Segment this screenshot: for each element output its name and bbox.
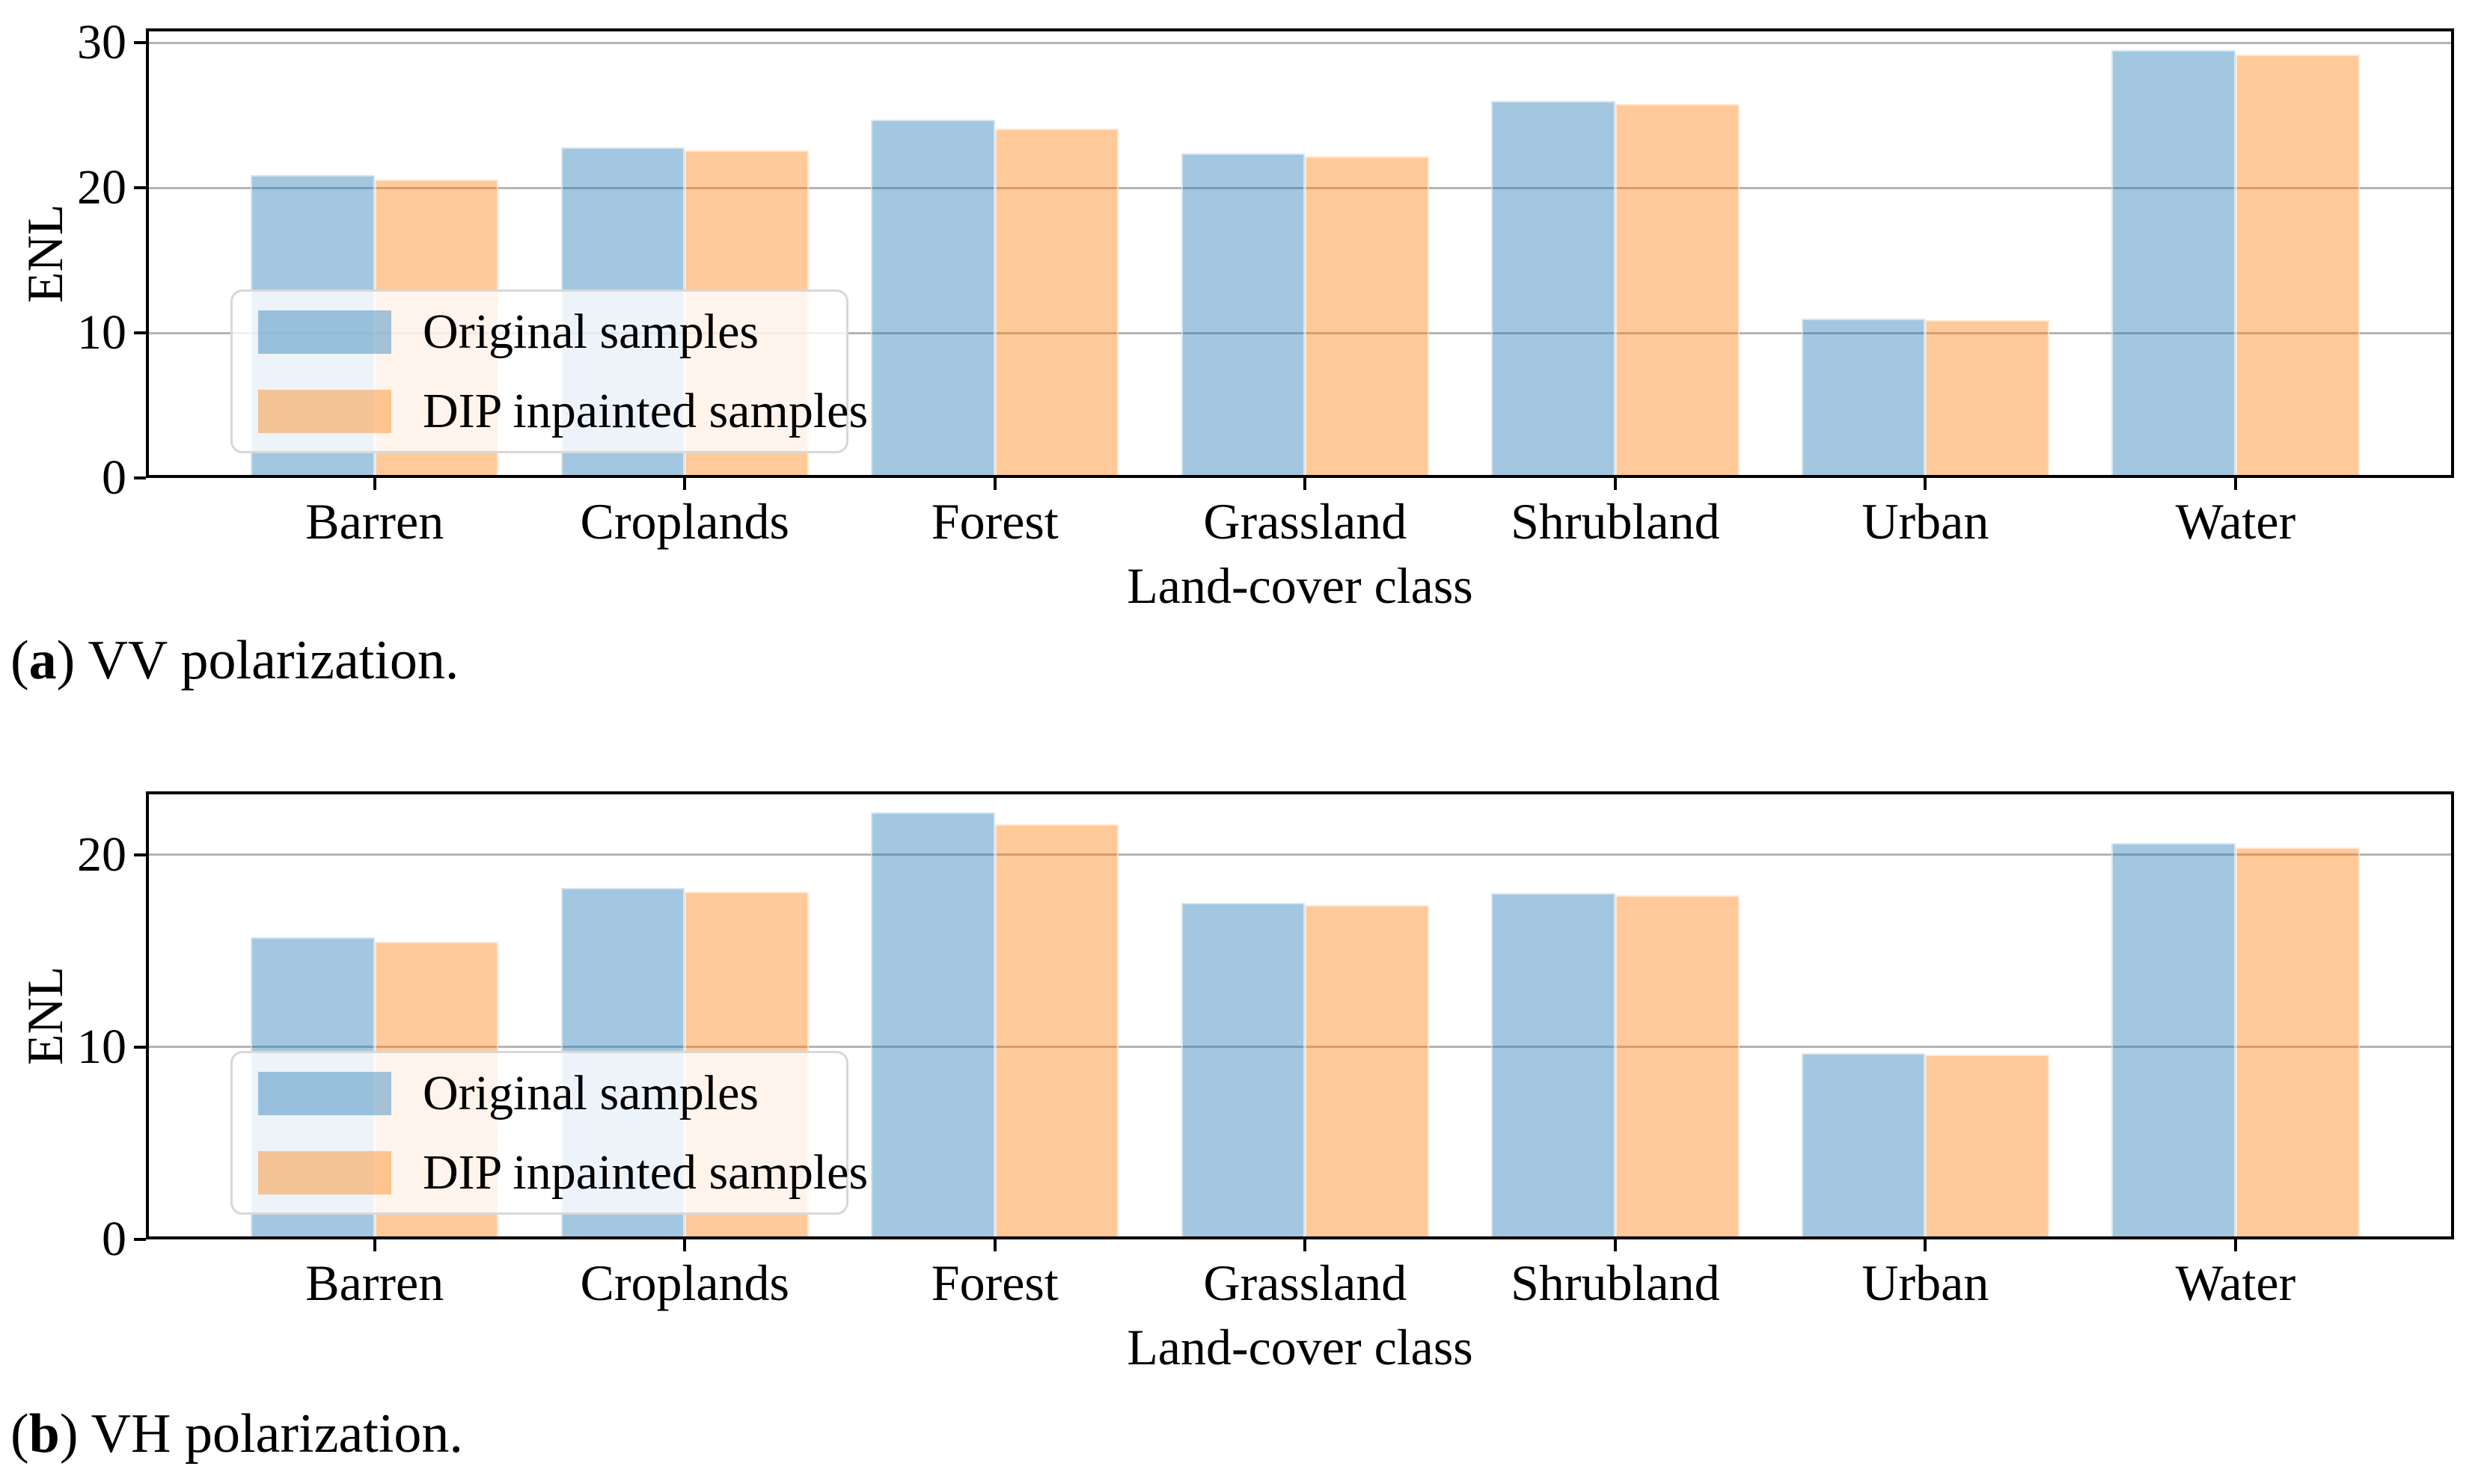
y-tick-30	[134, 41, 146, 45]
bar-original-shrubland	[1491, 893, 1615, 1239]
y-tick-label-20: 20	[77, 160, 126, 215]
caption-a: (a) VV polarization.	[10, 628, 459, 693]
x-tick-label-urban: Urban	[1861, 493, 1989, 550]
legend-label-original: Original samples	[423, 304, 759, 359]
x-tick-urban	[1924, 1239, 1927, 1251]
bar-original-urban	[1801, 1052, 1926, 1239]
x-tick-label-barren: Barren	[305, 1254, 444, 1311]
x-tick-water	[2233, 1239, 2237, 1251]
legend-item-original: Original samples	[258, 307, 846, 357]
legend-swatch-dip	[258, 389, 391, 433]
x-tick-shrubland	[1613, 478, 1617, 490]
x-tick-label-water: Water	[2175, 493, 2296, 550]
caption-a-letter: a	[28, 630, 57, 691]
legend-label-dip: DIP inpainted samples	[423, 383, 869, 438]
x-tick-forest	[993, 1239, 997, 1251]
y-tick-20	[134, 186, 146, 190]
bar-dip-shrubland	[1615, 895, 1740, 1239]
x-tick-label-grassland: Grassland	[1203, 1254, 1407, 1311]
x-tick-label-shrubland: Shrubland	[1511, 1254, 1720, 1311]
x-tick-label-water: Water	[2175, 1254, 2296, 1311]
y-tick-label-10: 10	[77, 1019, 126, 1074]
chart-vv: Barren Croplands Forest Grassland Shrubland U…	[16, 18, 2454, 611]
y-tick-0	[134, 476, 146, 479]
bar-original-urban	[1801, 318, 1926, 478]
x-tick-label-urban: Urban	[1861, 1254, 1989, 1311]
gridline-y20	[146, 853, 2454, 856]
x-tick-label-forest: Forest	[931, 1254, 1059, 1311]
bar-dip-urban	[1925, 319, 2050, 478]
y-tick-20	[134, 853, 146, 856]
y-tick-10	[134, 1045, 146, 1049]
bar-original-forest	[871, 120, 995, 478]
bar-dip-shrubland	[1615, 103, 1740, 478]
legend-item-dip: DIP inpainted samples	[258, 1147, 868, 1198]
bar-dip-water	[2235, 54, 2360, 478]
x-tick-label-shrubland: Shrubland	[1511, 493, 1720, 550]
y-tick-0	[134, 1238, 146, 1241]
bar-dip-forest	[994, 128, 1119, 478]
bar-dip-grassland	[1305, 156, 1429, 478]
x-tick-grassland	[1303, 478, 1307, 490]
legend-label-dip: DIP inpainted samples	[423, 1144, 869, 1200]
plot-frame	[146, 791, 2454, 1239]
x-tick-label-croplands: Croplands	[580, 493, 790, 550]
x-tick-urban	[1924, 478, 1927, 490]
chart-vh: Barren Croplands Forest Grassland Shrubland U…	[16, 791, 2454, 1373]
caption-b-open: (	[10, 1403, 29, 1465]
caption-a-open: (	[10, 630, 29, 691]
x-tick-croplands	[683, 1239, 687, 1251]
bar-dip-forest	[994, 824, 1119, 1239]
y-tick-label-0: 0	[102, 1212, 126, 1266]
gridline-y10	[146, 1046, 2454, 1049]
caption-b-letter: b	[28, 1403, 60, 1465]
plot-frame	[146, 28, 2454, 478]
y-tick-10	[134, 331, 146, 335]
gridline-y30	[146, 41, 2454, 44]
legend-item-dip: DIP inpainted samples	[258, 386, 868, 436]
bar-dip-water	[2235, 847, 2360, 1239]
gridline-y10	[146, 331, 2454, 334]
bar-original-grassland	[1181, 903, 1306, 1239]
bar-original-water	[2111, 50, 2236, 478]
bar-original-grassland	[1181, 153, 1306, 478]
x-tick-grassland	[1303, 1239, 1307, 1251]
bar-original-forest	[871, 812, 995, 1239]
y-axis-label: ENL	[16, 966, 73, 1065]
legend-swatch-original	[258, 1071, 391, 1115]
y-axis-label: ENL	[16, 203, 73, 303]
x-tick-label-forest: Forest	[931, 493, 1059, 550]
caption-a-text: ) VV polarization.	[56, 630, 459, 691]
legend-swatch-dip	[258, 1150, 391, 1195]
x-axis-label: Land-cover class	[1127, 557, 1473, 614]
y-tick-label-30: 30	[77, 15, 126, 70]
legend-item-original: Original samples	[258, 1065, 846, 1120]
x-tick-barren	[373, 1239, 376, 1251]
legend: Original samples DIP inpainted samples	[230, 1051, 868, 1215]
x-tick-water	[2233, 478, 2237, 490]
x-tick-label-grassland: Grassland	[1203, 493, 1407, 550]
x-tick-shrubland	[1613, 1239, 1617, 1251]
legend: Original samples DIP inpainted samples	[230, 289, 868, 453]
legend-swatch-original	[258, 310, 391, 354]
x-tick-forest	[993, 478, 997, 490]
legend-label-original: Original samples	[423, 1065, 759, 1120]
y-tick-label-20: 20	[77, 827, 126, 882]
y-tick-label-10: 10	[77, 305, 126, 361]
caption-b: (b) VH polarization.	[10, 1402, 463, 1466]
x-tick-label-croplands: Croplands	[580, 1254, 790, 1311]
bar-dip-urban	[1925, 1055, 2050, 1239]
x-tick-label-barren: Barren	[305, 493, 444, 550]
caption-b-text: ) VH polarization.	[59, 1403, 463, 1465]
x-axis-label: Land-cover class	[1127, 1319, 1473, 1376]
x-tick-barren	[373, 478, 376, 490]
gridline-y20	[146, 186, 2454, 189]
bar-dip-grassland	[1305, 904, 1429, 1239]
y-tick-label-0: 0	[102, 450, 126, 505]
bar-original-water	[2111, 843, 2236, 1239]
x-tick-croplands	[683, 478, 687, 490]
bar-original-shrubland	[1491, 100, 1615, 478]
